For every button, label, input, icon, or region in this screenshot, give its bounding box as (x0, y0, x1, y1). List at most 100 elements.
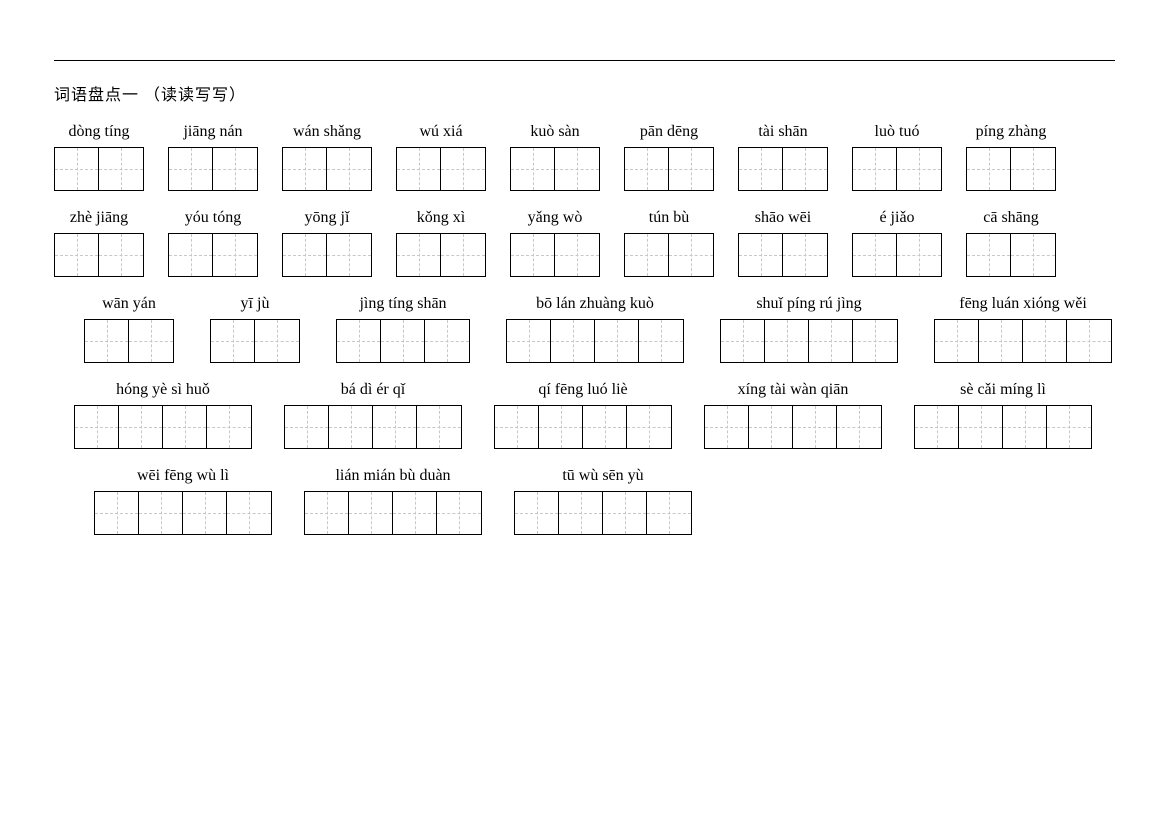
tianzige-box (934, 319, 1112, 363)
tianzige-cell (555, 148, 599, 190)
pinyin-label: bá dì ér qǐ (284, 381, 462, 399)
word-row: dòng tíngjiāng nánwán shǎngwú xiákuò sàn… (54, 123, 1115, 191)
tianzige-cell (935, 320, 979, 362)
tianzige-cell (515, 492, 559, 534)
tianzige-cell (511, 148, 555, 190)
tianzige-box (914, 405, 1092, 449)
tianzige-box (396, 147, 486, 191)
tianzige-cell (511, 234, 555, 276)
pinyin-label: kǒng xì (396, 209, 486, 227)
tianzige-box (720, 319, 898, 363)
tianzige-box (168, 233, 258, 277)
tianzige-box (966, 233, 1056, 277)
pinyin-label: pān dēng (624, 123, 714, 141)
tianzige-cell (207, 406, 251, 448)
pinyin-label: luò tuó (852, 123, 942, 141)
tianzige-box (966, 147, 1056, 191)
tianzige-cell (625, 148, 669, 190)
pinyin-label: kuò sàn (510, 123, 600, 141)
tianzige-cell (283, 234, 327, 276)
tianzige-cell (765, 320, 809, 362)
pinyin-row: zhè jiāngyóu tóngyōng jǐkǒng xìyǎng wòtú… (54, 209, 1115, 227)
tianzige-cell (213, 148, 257, 190)
pinyin-label: qí fēng luó liè (494, 381, 672, 399)
pinyin-label: yǎng wò (510, 209, 600, 227)
tianzige-cell (539, 406, 583, 448)
tianzige-cell (1011, 234, 1055, 276)
tianzige-cell (227, 492, 271, 534)
pinyin-label: lián mián bù duàn (304, 467, 482, 485)
tianzige-cell (437, 492, 481, 534)
tianzige-cell (783, 148, 827, 190)
tianzige-cell (897, 148, 941, 190)
tianzige-cell (967, 234, 1011, 276)
word-row: wēi fēng wù lìlián mián bù duàntū wù sēn… (54, 467, 1115, 535)
tianzige-cell (169, 234, 213, 276)
tianzige-box (210, 319, 300, 363)
tianzige-cell (739, 234, 783, 276)
tianzige-cell (55, 148, 99, 190)
rows-container: dòng tíngjiāng nánwán shǎngwú xiákuò sàn… (54, 123, 1115, 535)
tianzige-cell (99, 148, 143, 190)
tianzige-cell (793, 406, 837, 448)
top-rule (54, 60, 1115, 61)
pinyin-label: wān yán (84, 295, 174, 313)
tianzige-cell (853, 234, 897, 276)
boxes-row (54, 319, 1115, 363)
tianzige-cell (417, 406, 461, 448)
tianzige-box (94, 491, 272, 535)
tianzige-box (494, 405, 672, 449)
pinyin-label: bō lán zhuàng kuò (506, 295, 684, 313)
pinyin-label: píng zhàng (966, 123, 1056, 141)
tianzige-cell (669, 234, 713, 276)
tianzige-box (514, 491, 692, 535)
tianzige-cell (381, 320, 425, 362)
tianzige-cell (349, 492, 393, 534)
word-row: zhè jiāngyóu tóngyōng jǐkǒng xìyǎng wòtú… (54, 209, 1115, 277)
tianzige-box (304, 491, 482, 535)
tianzige-cell (583, 406, 627, 448)
word-row: wān yányī jùjìng tíng shānbō lán zhuàng … (54, 295, 1115, 363)
tianzige-cell (555, 234, 599, 276)
tianzige-cell (625, 234, 669, 276)
tianzige-box (74, 405, 252, 449)
tianzige-box (396, 233, 486, 277)
tianzige-cell (837, 406, 881, 448)
tianzige-cell (853, 148, 897, 190)
tianzige-cell (99, 234, 143, 276)
pinyin-row: wān yányī jùjìng tíng shānbō lán zhuàng … (54, 295, 1115, 313)
pinyin-label: hóng yè sì huǒ (74, 381, 252, 399)
tianzige-cell (783, 234, 827, 276)
tianzige-box (284, 405, 462, 449)
tianzige-cell (283, 148, 327, 190)
pinyin-label: é jiǎo (852, 209, 942, 227)
word-row: hóng yè sì huǒ bá dì ér qǐ qí fēng luó liè… (54, 381, 1115, 449)
tianzige-box (282, 233, 372, 277)
tianzige-cell (595, 320, 639, 362)
pinyin-label: yī jù (210, 295, 300, 313)
tianzige-cell (627, 406, 671, 448)
tianzige-cell (809, 320, 853, 362)
pinyin-label: tū wù sēn yù (514, 467, 692, 485)
tianzige-box (624, 147, 714, 191)
tianzige-box (506, 319, 684, 363)
tianzige-cell (639, 320, 683, 362)
pinyin-label: yóu tóng (168, 209, 258, 227)
tianzige-cell (967, 148, 1011, 190)
tianzige-cell (425, 320, 469, 362)
tianzige-box (168, 147, 258, 191)
tianzige-cell (337, 320, 381, 362)
worksheet-title: 词语盘点一 （读读写写） (54, 81, 1115, 105)
tianzige-cell (373, 406, 417, 448)
tianzige-box (84, 319, 174, 363)
tianzige-box (282, 147, 372, 191)
tianzige-cell (441, 234, 485, 276)
tianzige-cell (1047, 406, 1091, 448)
tianzige-cell (915, 406, 959, 448)
tianzige-cell (397, 148, 441, 190)
tianzige-box (510, 233, 600, 277)
pinyin-label: cā shāng (966, 209, 1056, 227)
tianzige-cell (705, 406, 749, 448)
pinyin-label: tài shān (738, 123, 828, 141)
pinyin-label: yōng jǐ (282, 209, 372, 227)
